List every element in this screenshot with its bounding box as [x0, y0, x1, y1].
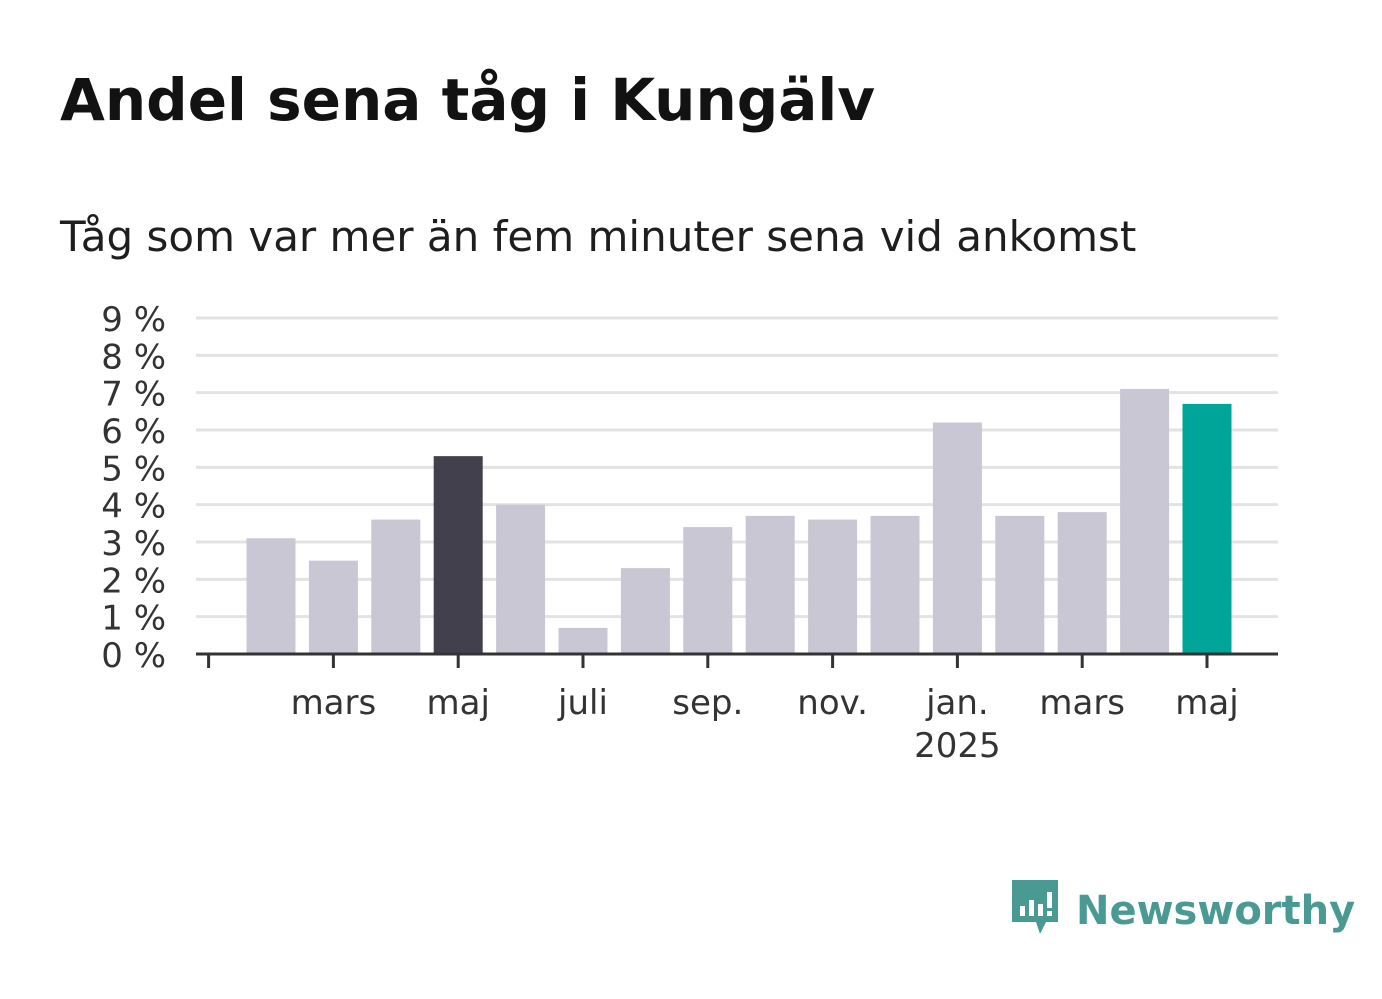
y-tick-label: 8 % [101, 337, 166, 377]
brand-name: Newsworthy [1076, 888, 1356, 934]
x-axis [196, 652, 1278, 668]
y-tick-label: 6 % [101, 412, 166, 452]
bar [932, 422, 982, 654]
bar [620, 568, 670, 654]
bar [683, 527, 733, 654]
bar [308, 560, 358, 654]
bars [246, 388, 1232, 654]
x-tick-label: sep. [672, 683, 743, 723]
bar [745, 515, 795, 654]
y-tick-label: 1 % [101, 599, 166, 639]
x-tick-label: mars [1039, 683, 1125, 723]
x-tick-year-label: 2025 [914, 726, 1001, 766]
y-tick-label: 0 % [101, 636, 166, 676]
x-tick-label: juli [557, 683, 608, 723]
bar [433, 456, 483, 654]
bar [870, 515, 920, 654]
bar [1182, 403, 1232, 654]
y-tick-label: 3 % [101, 524, 166, 564]
bar [558, 627, 608, 654]
y-tick-label: 5 % [101, 449, 166, 489]
bar [1057, 512, 1107, 654]
bar [246, 538, 296, 654]
x-tick-label: jan. [925, 683, 989, 723]
x-axis-labels: mars maj juli sep. nov. jan.2025 mars maj [291, 683, 1239, 766]
x-tick-label: maj [1175, 683, 1238, 723]
y-tick-label: 7 % [101, 375, 166, 415]
x-tick-label: mars [291, 683, 377, 723]
bar [808, 519, 858, 654]
gridlines [196, 316, 1278, 619]
y-tick-label: 2 % [101, 561, 166, 601]
brand-logo: Newsworthy [1010, 878, 1355, 944]
chart-subtitle: Tåg som var mer än fem minuter sena vid … [60, 212, 1137, 261]
bar [995, 515, 1045, 654]
x-tick-label: maj [426, 683, 489, 723]
bar [371, 519, 421, 654]
bar [496, 504, 546, 654]
newsworthy-logo-icon [1010, 878, 1062, 944]
x-tick-label: nov. [797, 683, 868, 723]
y-axis-labels: 0 %1 %2 %3 %4 %5 %6 %7 %8 %9 % [101, 300, 166, 676]
y-tick-label: 9 % [101, 300, 166, 340]
chart-title: Andel sena tåg i Kungälv [60, 66, 876, 134]
bar [1120, 388, 1170, 654]
y-tick-label: 4 % [101, 487, 166, 527]
